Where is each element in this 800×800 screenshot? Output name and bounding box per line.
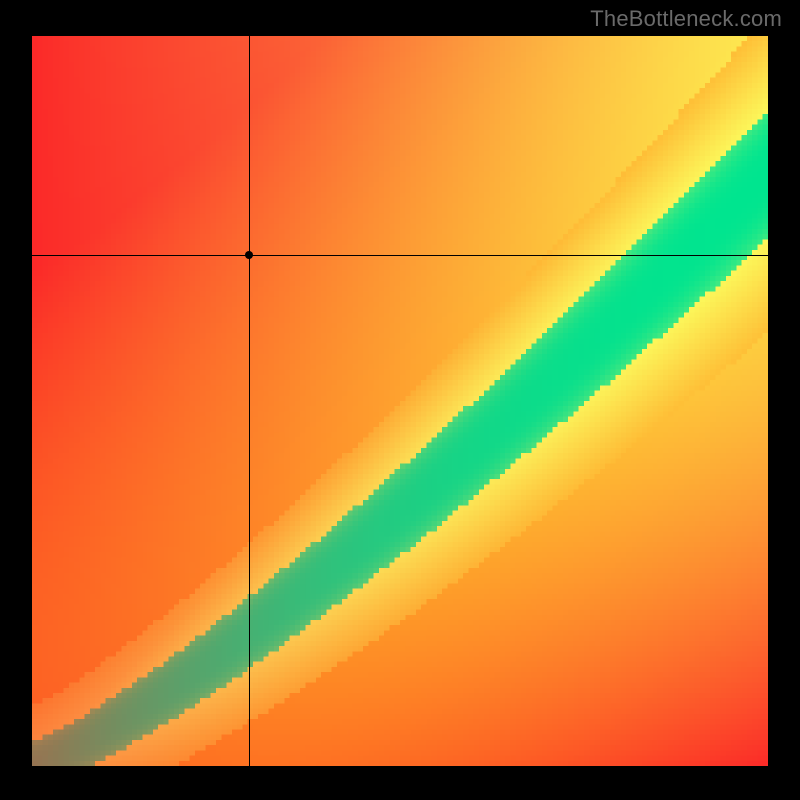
heatmap-plot <box>32 36 768 766</box>
watermark-label: TheBottleneck.com <box>590 6 782 32</box>
heatmap-canvas <box>32 36 768 766</box>
crosshair-dot <box>245 251 253 259</box>
chart-frame: TheBottleneck.com <box>0 0 800 800</box>
crosshair-horizontal <box>32 255 768 256</box>
crosshair-vertical <box>249 36 250 766</box>
